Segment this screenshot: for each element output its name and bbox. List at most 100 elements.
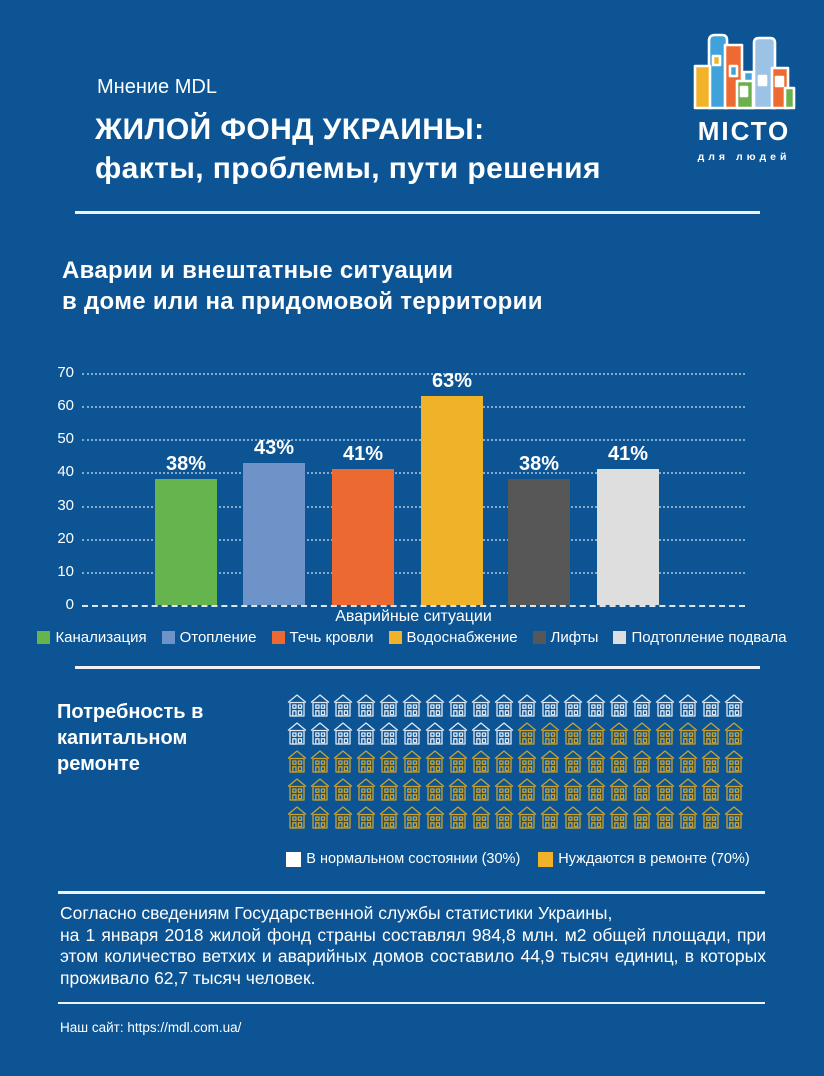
house-icon [402, 806, 422, 829]
house-icon-repair [632, 722, 655, 750]
house-icon-repair [402, 778, 425, 806]
house-icon [563, 750, 583, 773]
house-icon-repair [356, 778, 379, 806]
house-icon-repair [632, 750, 655, 778]
repair-title-line-1: Потребность в [57, 701, 204, 723]
house-icon [517, 722, 537, 745]
section-divider [75, 666, 760, 669]
y-tick-label-30: 30 [57, 496, 74, 514]
logo-name: МІСТО [697, 116, 791, 146]
house-icon [494, 694, 514, 717]
house-icon-repair [678, 806, 701, 834]
house-icon [655, 806, 675, 829]
house-icon [471, 750, 491, 773]
repair-section-title: Потребность в капитальном ремонте [57, 699, 203, 777]
house-icon-repair [287, 806, 310, 834]
repair-title-line-2: капитальном [57, 727, 188, 749]
house-icon [655, 722, 675, 745]
house-icon-repair [655, 722, 678, 750]
house-icon [609, 806, 629, 829]
pictogram-legend-label: Нуждаются в ремонте (70%) [558, 851, 750, 867]
house-icon [586, 778, 606, 801]
house-icon [563, 778, 583, 801]
house-icon [563, 722, 583, 745]
legend-label: Течь кровли [289, 629, 374, 646]
house-icon-repair [517, 750, 540, 778]
bar-2 [243, 462, 305, 605]
house-icon-normal [471, 694, 494, 722]
house-icon [287, 694, 307, 717]
house-icon [471, 806, 491, 829]
house-icon [356, 750, 376, 773]
house-icon-normal [678, 694, 701, 722]
house-icon [540, 806, 560, 829]
house-icon [563, 694, 583, 717]
gridline-60 [82, 406, 745, 409]
house-icon-repair [333, 750, 356, 778]
house-icon [333, 750, 353, 773]
house-icon-repair [586, 806, 609, 834]
house-icon-repair [724, 722, 747, 750]
house-icon-repair [379, 778, 402, 806]
house-icon-repair [425, 750, 448, 778]
house-icon [310, 806, 330, 829]
house-icon [494, 778, 514, 801]
house-icon-normal [287, 694, 310, 722]
house-icon [310, 778, 330, 801]
house-icon [356, 778, 376, 801]
house-icon-normal [379, 722, 402, 750]
house-icon-repair [563, 806, 586, 834]
house-icon-repair [517, 778, 540, 806]
accidents-chart-title-line-1: Аварии и внештатные ситуации [62, 257, 454, 284]
repair-title-line-3: ремонте [57, 753, 140, 775]
house-icon-repair [333, 806, 356, 834]
bar-value-label-5: 38% [518, 453, 560, 476]
house-icon-normal [333, 694, 356, 722]
house-icon-normal [425, 722, 448, 750]
house-icon-repair [517, 722, 540, 750]
house-icon-repair [310, 806, 333, 834]
house-icon [724, 694, 744, 717]
house-icon-repair [356, 806, 379, 834]
house-icon [517, 694, 537, 717]
house-icon [609, 694, 629, 717]
house-icon [356, 694, 376, 717]
house-icon [448, 750, 468, 773]
bar-3 [332, 469, 394, 605]
house-icon [448, 778, 468, 801]
house-icon-repair [540, 806, 563, 834]
bar-1 [155, 479, 217, 605]
bar-chart-plot: 0 10 20 30 40 50 60 70 38% 43% 41% 63% 38% 41% [57, 364, 745, 613]
gridline-20 [82, 538, 745, 541]
house-icon [333, 778, 353, 801]
house-icon-repair [471, 806, 494, 834]
legend-item-2: Отопление [161, 629, 257, 646]
pictogram-legend-item-1: В нормальном состоянии (30%) [286, 851, 520, 867]
house-icon [632, 778, 652, 801]
house-icon [425, 694, 445, 717]
house-icon-repair [494, 750, 517, 778]
legend-label: Лифты [550, 629, 599, 646]
house-icon [310, 694, 330, 717]
y-tick-label-40: 40 [57, 463, 74, 481]
house-icon-repair [563, 722, 586, 750]
house-icon-repair [287, 778, 310, 806]
gridline-70 [82, 373, 745, 375]
city-buildings-icon [693, 33, 796, 110]
legend-swatch [388, 631, 402, 644]
house-icon-repair [540, 778, 563, 806]
house-icon [402, 694, 422, 717]
house-icon-repair [724, 778, 747, 806]
gridline-30 [82, 505, 745, 508]
house-icon [724, 722, 744, 745]
pictogram-legend-label: В нормальном состоянии (30%) [306, 851, 521, 867]
house-icon [655, 778, 675, 801]
house-icon-repair [333, 778, 356, 806]
bar-5 [508, 479, 570, 605]
pictogram-legend-swatch [538, 851, 554, 867]
house-icon [287, 722, 307, 745]
house-icon-repair [632, 806, 655, 834]
house-icon-repair [448, 778, 471, 806]
page-title-line-2: факты, проблемы, пути решения [95, 152, 601, 185]
